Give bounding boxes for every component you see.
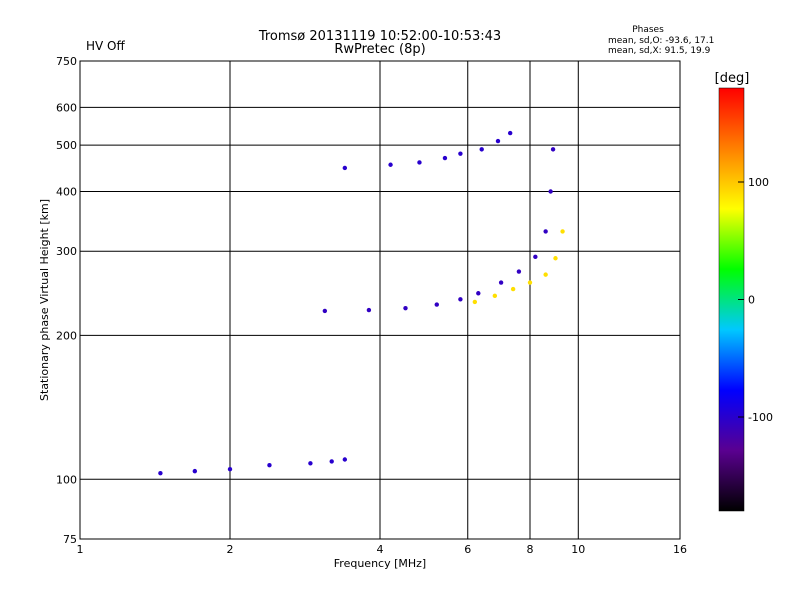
y-tick-label: 750: [56, 55, 77, 68]
data-point: [458, 297, 463, 302]
data-point: [308, 461, 313, 466]
data-point: [458, 151, 463, 156]
plot-frame: [79, 60, 681, 540]
phases-line-o: mean, sd,O: -93.6, 17.1: [608, 36, 714, 46]
x-tick-label: 8: [527, 543, 534, 556]
data-point: [434, 302, 439, 307]
y-axis-ticks: 75 100 200 300 400 500 600 750: [56, 55, 77, 546]
x-tick-label: 6: [464, 543, 471, 556]
data-point: [498, 280, 504, 285]
phases-line-x: mean, sd,X: 91.5, 19.9: [608, 46, 711, 56]
data-point: [227, 466, 233, 472]
y-tick-label: 75: [63, 533, 77, 546]
x-axis-ticks: 1 2 4 6 8 10 16: [77, 543, 688, 556]
y-tick-label: 100: [56, 473, 77, 486]
data-point: [533, 254, 538, 260]
data-point: [342, 457, 348, 462]
colorbar-tick-label: -100: [748, 411, 773, 424]
data-point: [543, 229, 548, 234]
colorbar-tick-label: 100: [748, 176, 769, 189]
data-point: [507, 130, 513, 136]
colorbar-unit: [deg]: [715, 71, 750, 86]
y-tick-label: 300: [56, 245, 77, 258]
data-point: [476, 291, 481, 296]
data-point: [388, 162, 393, 167]
data-point: [548, 189, 553, 194]
data-point: [560, 229, 565, 234]
data-point: [495, 138, 501, 144]
data-point: [527, 280, 533, 285]
y-tick-label: 600: [56, 101, 77, 114]
colorbar-ticks: 100 0 -100: [738, 176, 773, 424]
data-point: [472, 299, 478, 305]
colorbar-tick-label: 0: [748, 294, 755, 307]
data-point: [553, 256, 558, 261]
x-tick-label: 4: [377, 543, 384, 556]
phases-heading: Phases: [632, 25, 664, 35]
data-point: [417, 160, 422, 165]
data-point: [403, 305, 408, 311]
y-tick-label: 500: [56, 139, 77, 152]
data-point: [342, 165, 348, 171]
status-label: HV Off: [86, 39, 125, 53]
x-tick-label: 2: [227, 543, 234, 556]
data-point: [442, 155, 448, 161]
data-point: [516, 269, 522, 274]
y-tick-label: 400: [56, 185, 77, 198]
y-axis-label: Stationary phase Virtual Height [km]: [38, 199, 51, 401]
x-tick-label: 1: [77, 543, 84, 556]
data-point: [322, 308, 328, 314]
data-point: [158, 470, 163, 476]
data-point: [329, 459, 334, 464]
data-point: [543, 272, 548, 277]
data-point: [492, 293, 498, 299]
y-tick-label: 200: [56, 329, 77, 342]
data-point: [550, 147, 556, 152]
data-point: [267, 463, 272, 468]
x-tick-label: 10: [571, 543, 585, 556]
chart-subtitle: RwPretec (8p): [334, 42, 425, 57]
data-point: [479, 147, 484, 152]
gridlines: [80, 61, 680, 539]
data-point: [366, 307, 372, 313]
data-point: [510, 286, 516, 292]
data-point: [192, 468, 198, 474]
x-axis-label: Frequency [MHz]: [334, 557, 426, 570]
chart-title: Tromsø 20131119 10:52:00-10:53:43: [258, 29, 501, 44]
x-tick-label: 16: [673, 543, 687, 556]
data-points: [158, 130, 565, 476]
